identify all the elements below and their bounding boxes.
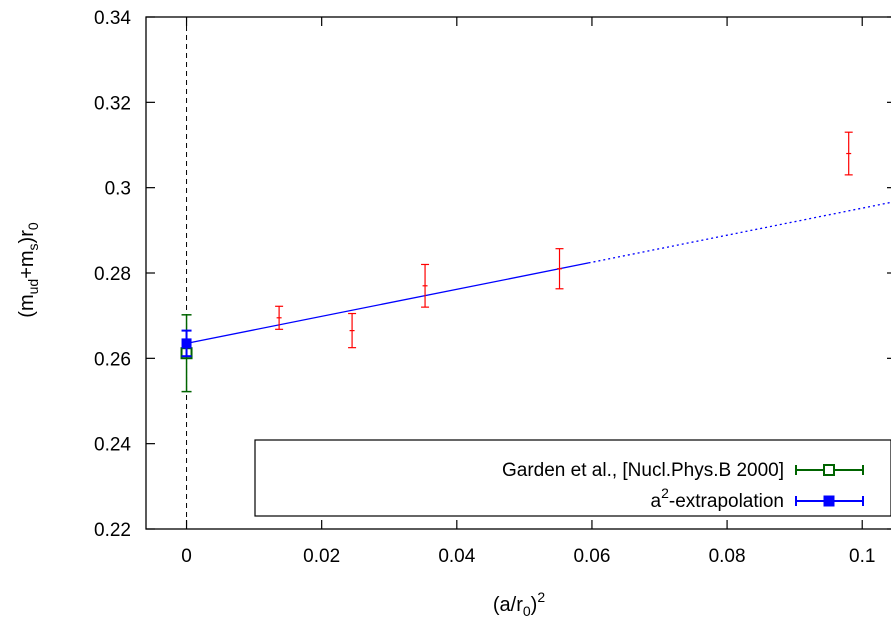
y-tick-label: 0.28 <box>94 264 131 285</box>
y-axis-label: (mud+ms)r0 <box>16 222 41 318</box>
legend-key-garden <box>795 464 864 476</box>
fit-line-dotted <box>588 201 891 264</box>
legend: Garden et al., [Nucl.Phys.B 2000] a2-ext… <box>254 439 891 517</box>
y-tick-label: 0.32 <box>94 93 131 114</box>
x-tick-label: 0.1 <box>849 546 875 567</box>
x-tick-label: 0 <box>181 546 192 567</box>
x-axis-label: (a/r0)2 <box>493 589 545 619</box>
y-tick-label: 0.26 <box>94 349 131 370</box>
fit-line-solid <box>186 262 589 345</box>
x-tick-label: 0.06 <box>573 546 610 567</box>
tick-labels: 0.22 0.24 0.26 0.28 0.3 0.32 0.34 0 0.02 0.04 0.06… <box>94 8 875 567</box>
legend-box <box>254 439 891 517</box>
legend-key-extrapolation <box>795 495 864 507</box>
extrapolation-point <box>181 338 192 349</box>
legend-label-garden: Garden et al., [Nucl.Phys.B 2000] <box>502 460 784 481</box>
y-tick-label: 0.24 <box>94 435 131 456</box>
x-tick-label: 0.04 <box>438 546 475 567</box>
data-marks <box>180 131 891 393</box>
y-tick-label: 0.34 <box>94 8 131 29</box>
y-tick-label: 0.22 <box>94 520 131 541</box>
x-tick-label: 0.08 <box>709 546 746 567</box>
y-tick-label: 0.3 <box>105 179 131 200</box>
legend-label-extrapolation: a2-extrapolation <box>651 485 785 512</box>
x-tick-label: 0.02 <box>303 546 340 567</box>
